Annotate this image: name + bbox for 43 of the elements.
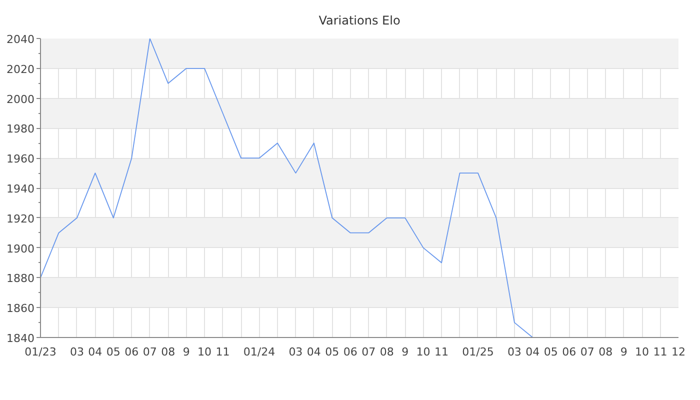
x-tick-label: 11: [434, 346, 449, 358]
x-tick-label: 01/24: [243, 346, 276, 358]
x-tick-label: 05: [325, 346, 340, 358]
chart-title: Variations Elo: [318, 14, 400, 28]
x-tick-label: 06: [562, 346, 576, 358]
x-tick-label: 12: [672, 346, 686, 358]
x-tick-label: 08: [598, 346, 613, 358]
x-tick-label: 11: [653, 346, 668, 358]
y-tick-label: 2000: [6, 92, 35, 106]
y-tick-label: 1940: [6, 182, 35, 196]
x-tick-label: 06: [124, 346, 139, 358]
y-tick-label: 1900: [6, 242, 35, 256]
x-tick-label: 03: [507, 346, 522, 358]
x-tick-label: 04: [88, 346, 102, 358]
x-tick-label: 9: [402, 346, 409, 358]
x-tick-label: 9: [182, 346, 190, 358]
x-tick-label: 06: [343, 346, 358, 358]
y-tick-label: 2040: [6, 33, 35, 46]
x-tick-label: 11: [216, 346, 230, 358]
y-tick-label: 1840: [6, 332, 35, 345]
x-tick-label: 03: [288, 346, 303, 358]
x-tick-label: 07: [362, 346, 376, 358]
x-tick-label: 01/25: [462, 346, 494, 358]
y-tick-label: 1880: [6, 272, 35, 286]
y-tick-label: 1860: [6, 302, 35, 316]
x-tick-label: 04: [526, 346, 540, 358]
y-tick-label: 1960: [6, 152, 35, 166]
x-tick-label: 04: [306, 346, 321, 358]
x-tick-label: 05: [544, 346, 558, 358]
y-tick-label: 2020: [6, 62, 35, 76]
y-tick-label: 1980: [6, 122, 35, 136]
x-tick-label: 07: [142, 346, 157, 358]
x-tick-label: 9: [620, 346, 628, 358]
x-tick-label: 08: [161, 346, 176, 358]
x-tick-label: 08: [380, 346, 394, 358]
x-tick-label: 10: [635, 346, 650, 358]
x-tick-label: 07: [580, 346, 594, 358]
x-tick-label: 10: [198, 346, 212, 358]
x-tick-label: 05: [106, 346, 120, 358]
x-tick-label: 01/23: [24, 346, 56, 358]
x-tick-label: 03: [70, 346, 84, 358]
x-tick-label: 10: [416, 346, 430, 358]
y-tick-label: 1920: [6, 212, 35, 226]
